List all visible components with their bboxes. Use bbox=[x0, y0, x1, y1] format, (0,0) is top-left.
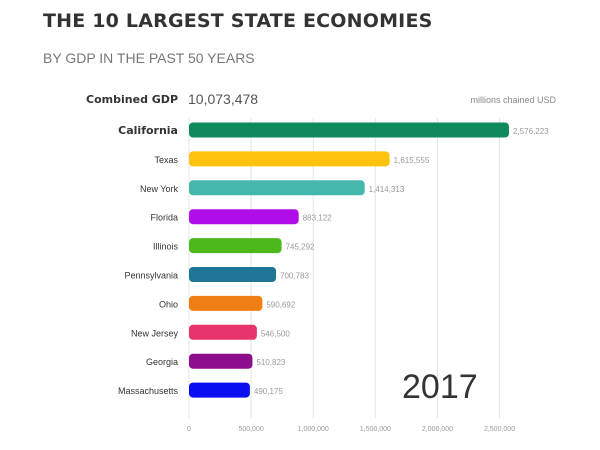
value-label: 883,122 bbox=[303, 214, 332, 223]
value-label: 2,576,223 bbox=[513, 127, 549, 136]
chart-subtitle: BY GDP IN THE PAST 50 YEARS bbox=[43, 50, 255, 66]
value-label: 1,414,313 bbox=[369, 185, 405, 194]
bar bbox=[189, 267, 277, 282]
category-label: Illinois bbox=[153, 242, 179, 252]
combined-gdp-value: 10,073,478 bbox=[188, 91, 259, 107]
value-label: 510,823 bbox=[256, 358, 285, 367]
value-label: 700,783 bbox=[280, 272, 309, 281]
x-tick-label: 0 bbox=[187, 426, 191, 433]
chart-title: THE 10 LARGEST STATE ECONOMIES bbox=[43, 10, 433, 32]
bar bbox=[189, 324, 257, 340]
category-label: New Jersey bbox=[131, 328, 179, 338]
value-label: 590,692 bbox=[266, 300, 295, 309]
category-label: Texas bbox=[154, 155, 178, 165]
value-label: 490,175 bbox=[254, 387, 283, 396]
value-label: 546,500 bbox=[261, 329, 290, 338]
bar bbox=[189, 295, 263, 311]
category-label: Georgia bbox=[146, 357, 178, 367]
bar bbox=[189, 180, 365, 196]
bar bbox=[189, 122, 509, 138]
category-label: Pennsylvania bbox=[124, 271, 178, 281]
category-label: Massachusetts bbox=[118, 386, 179, 396]
year-label: 2017 bbox=[402, 368, 478, 406]
x-tick-label: 2,500,000 bbox=[484, 426, 515, 433]
x-tick-label: 2,000,000 bbox=[422, 426, 453, 433]
bar bbox=[189, 353, 253, 369]
category-label: Florida bbox=[150, 213, 178, 223]
combined-gdp-label: Combined GDP bbox=[86, 93, 178, 106]
value-label: 1,615,555 bbox=[394, 156, 430, 165]
bar bbox=[189, 209, 299, 225]
bar bbox=[189, 382, 250, 398]
value-label: 745,292 bbox=[286, 243, 315, 252]
bar bbox=[189, 238, 282, 254]
x-tick-label: 1,500,000 bbox=[360, 426, 391, 433]
x-tick-label: 500,000 bbox=[238, 426, 263, 433]
bar bbox=[189, 151, 390, 167]
category-label: New York bbox=[140, 184, 179, 194]
category-label: Ohio bbox=[159, 299, 178, 309]
x-tick-label: 1,000,000 bbox=[298, 426, 329, 433]
units-label: millions chained USD bbox=[470, 95, 556, 105]
category-label: California bbox=[118, 124, 178, 137]
